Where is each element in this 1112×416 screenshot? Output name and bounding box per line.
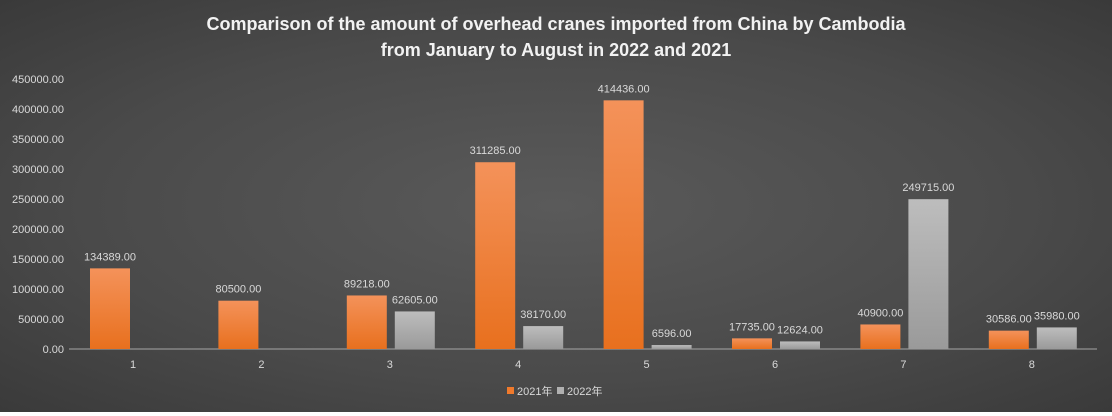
chart-title-line-2: from January to August in 2022 and 2021 <box>381 40 731 60</box>
y-tick-label: 350000.00 <box>12 134 64 146</box>
x-tick-label: 4 <box>515 359 521 371</box>
bar-2022 <box>908 199 949 349</box>
x-tick-label: 7 <box>900 359 906 371</box>
y-tick-label: 50000.00 <box>18 314 64 326</box>
x-tick-label: 1 <box>130 359 136 371</box>
x-tick-label: 5 <box>644 359 650 371</box>
bar-2021 <box>732 338 772 349</box>
data-label: 80500.00 <box>215 284 261 296</box>
bar-2022 <box>394 311 435 349</box>
bar-2021 <box>475 162 516 349</box>
data-label: 35980.00 <box>1034 310 1080 322</box>
data-label: 40900.00 <box>857 307 903 319</box>
legend-swatch <box>507 387 514 394</box>
bar-2021 <box>218 300 259 349</box>
x-tick-label: 3 <box>387 359 393 371</box>
y-tick-label: 0.00 <box>43 344 64 356</box>
data-label: 89218.00 <box>344 278 390 290</box>
y-tick-label: 100000.00 <box>12 284 64 296</box>
y-tick-label: 450000.00 <box>12 74 64 86</box>
data-label: 311285.00 <box>470 145 521 157</box>
data-label: 62605.00 <box>392 294 438 306</box>
bar-2022 <box>1036 327 1077 349</box>
legend-label: 2021年 <box>517 384 552 398</box>
data-label: 17735.00 <box>729 321 775 333</box>
legend-swatch <box>557 387 564 394</box>
data-label: 134389.00 <box>84 251 136 263</box>
y-tick-label: 300000.00 <box>12 164 64 176</box>
bar-2021 <box>603 100 644 349</box>
bar-2022 <box>780 341 820 349</box>
data-label: 6596.00 <box>652 328 692 340</box>
bar-2021 <box>90 268 130 349</box>
x-tick-label: 8 <box>1029 359 1035 371</box>
chart-title-line-1: Comparison of the amount of overhead cra… <box>206 14 906 34</box>
bar-2021 <box>860 324 901 349</box>
bar-2022 <box>651 345 692 349</box>
y-tick-label: 400000.00 <box>12 104 64 116</box>
y-tick-label: 150000.00 <box>12 254 64 266</box>
data-label: 249715.00 <box>902 182 954 194</box>
bar-2022 <box>523 326 564 349</box>
bar-2021 <box>988 330 1029 349</box>
y-tick-label: 250000.00 <box>12 194 64 206</box>
data-label: 30586.00 <box>986 314 1032 326</box>
data-label: 414436.00 <box>598 83 650 95</box>
x-tick-label: 2 <box>258 359 264 371</box>
legend-label: 2022年 <box>567 384 602 398</box>
data-label: 38170.00 <box>520 309 566 321</box>
x-tick-label: 6 <box>772 359 778 371</box>
y-tick-label: 200000.00 <box>12 224 64 236</box>
data-label: 12624.00 <box>777 324 823 336</box>
bar-2021 <box>346 295 387 349</box>
